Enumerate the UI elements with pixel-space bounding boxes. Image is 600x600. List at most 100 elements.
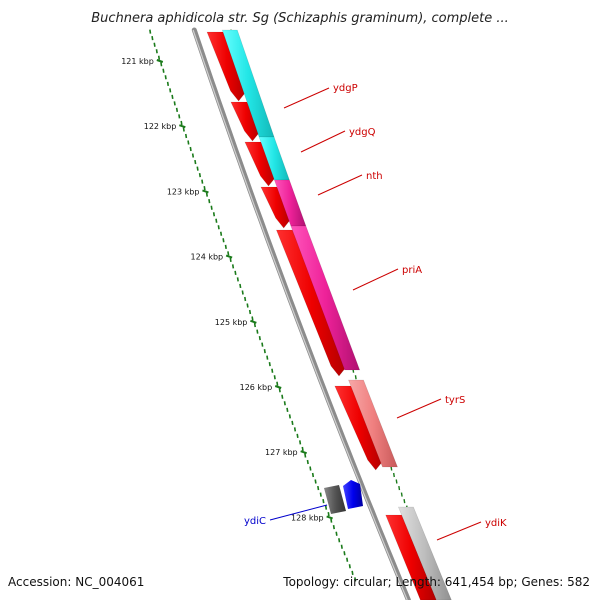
- scale-tick-label: 124 kbp: [191, 253, 224, 262]
- scale-tick: [169, 88, 172, 93]
- scale-tick: [196, 166, 199, 171]
- gene-label-tyrS[interactable]: tyrS: [445, 395, 465, 406]
- gene-label-ydiK[interactable]: ydiK: [485, 518, 507, 529]
- gene-labels: ydgP ydgQ nth priA tyrS ydiC ydiK: [244, 83, 507, 541]
- backbone-line: [191, 27, 411, 600]
- scale-tick: [187, 140, 190, 145]
- outer-scale-tick: [403, 498, 406, 504]
- cds-arrow[interactable]: [275, 229, 348, 377]
- scale-tick: [236, 277, 239, 282]
- scale-tick: [248, 309, 252, 315]
- scale-tick: [180, 120, 183, 126]
- scale-tick: [201, 179, 204, 184]
- gene-label-ydgQ[interactable]: ydgQ: [349, 127, 376, 138]
- scale-tick-label: 128 kbp: [291, 513, 324, 522]
- leader-line-ydiK: [436, 521, 482, 541]
- scale-tick: [178, 114, 181, 119]
- scale-tick-label: 126 kbp: [240, 383, 273, 392]
- feature-track: [206, 29, 452, 600]
- outer-scale-tick: [398, 485, 401, 491]
- scale-tick: [191, 153, 195, 158]
- cds-arrow[interactable]: [260, 186, 293, 229]
- gene-feature-tyrS[interactable]: [348, 379, 398, 468]
- scale-tick: [173, 101, 176, 106]
- gene-label-ydiC[interactable]: ydiC: [244, 516, 266, 527]
- major-scale-tick: [250, 319, 257, 324]
- leader-line-nth: [317, 174, 363, 196]
- scale-tick: [266, 355, 269, 360]
- scale-tick: [184, 133, 188, 139]
- gene-feature-ydiC[interactable]: [324, 485, 346, 514]
- major-scale-tick: [156, 59, 164, 63]
- scale-tick: [354, 577, 357, 582]
- cds-arrow[interactable]: [244, 141, 277, 187]
- scale-tick: [229, 257, 232, 262]
- scale-tick: [175, 107, 179, 113]
- scale-tick: [253, 322, 257, 328]
- scale-tick: [222, 238, 225, 243]
- scale-tick: [309, 466, 312, 471]
- scale-tick: [276, 381, 279, 386]
- scale-tick: [340, 544, 343, 549]
- scale-tick: [155, 49, 158, 54]
- scale-tick: [322, 498, 325, 504]
- scale-tick: [219, 231, 223, 236]
- cds-arrow[interactable]: [206, 31, 247, 102]
- scale-tick: [324, 505, 328, 510]
- scale-tick: [256, 329, 259, 334]
- cds-arrow[interactable]: [334, 385, 385, 471]
- scale-tick: [234, 270, 237, 276]
- scale-tick: [317, 485, 320, 491]
- scale-tick: [171, 94, 174, 99]
- accession-text: Accession: NC_004061: [8, 575, 144, 589]
- scale-tick: [194, 159, 197, 165]
- scale-tick: [301, 446, 304, 452]
- major-scale-tick: [225, 254, 233, 259]
- scale-tick: [283, 401, 286, 406]
- backbone-highlight: [192, 29, 408, 600]
- cds-arrow[interactable]: [385, 514, 437, 600]
- outer-scale-tick: [354, 375, 357, 380]
- scale-tick: [246, 303, 249, 308]
- backbone: [191, 27, 411, 600]
- scale-tick: [314, 479, 317, 484]
- major-scale-tick: [326, 515, 333, 520]
- scale-tick: [335, 531, 338, 536]
- scale-tick: [231, 264, 235, 269]
- scale-tick-label: 121 kbp: [121, 57, 154, 66]
- scale-tick: [306, 459, 309, 465]
- leader-line-ydgQ: [300, 130, 346, 153]
- cds-arrow-ydiC[interactable]: [343, 480, 363, 509]
- scale-tick: [217, 225, 220, 230]
- scale-tick: [286, 407, 289, 412]
- gene-label-nth[interactable]: nth: [366, 171, 383, 182]
- scale-tick: [263, 349, 266, 354]
- gene-label-priA[interactable]: priA: [402, 265, 422, 276]
- scale-tick: [251, 316, 254, 321]
- scale-tick: [330, 518, 333, 523]
- scale-tick: [203, 186, 206, 191]
- gene-feature-priA[interactable]: [290, 225, 361, 371]
- scale-tick: [153, 42, 156, 47]
- scale-tick: [299, 440, 302, 445]
- major-scale-tick: [274, 385, 282, 389]
- gene-label-ydgP[interactable]: ydgP: [333, 83, 358, 94]
- outer-scale-tick: [395, 479, 398, 484]
- scale-tick: [296, 433, 299, 439]
- scale-tick: [198, 172, 202, 178]
- cds-arrow[interactable]: [230, 101, 261, 142]
- scale-tick: [164, 75, 167, 80]
- gene-feature-ydiK[interactable]: [397, 506, 452, 600]
- scale-tick: [239, 283, 242, 289]
- leader-line-tyrS: [396, 398, 442, 419]
- scale-tick: [189, 146, 192, 152]
- scale-tick: [151, 36, 154, 41]
- scale-tick: [224, 244, 227, 249]
- scale-tick: [291, 420, 294, 425]
- scale-tick: [327, 512, 330, 517]
- scale-tick: [182, 127, 185, 132]
- scale-tick: [258, 335, 261, 341]
- scale-tick: [210, 205, 213, 210]
- scale-tick-label: 123 kbp: [167, 187, 200, 196]
